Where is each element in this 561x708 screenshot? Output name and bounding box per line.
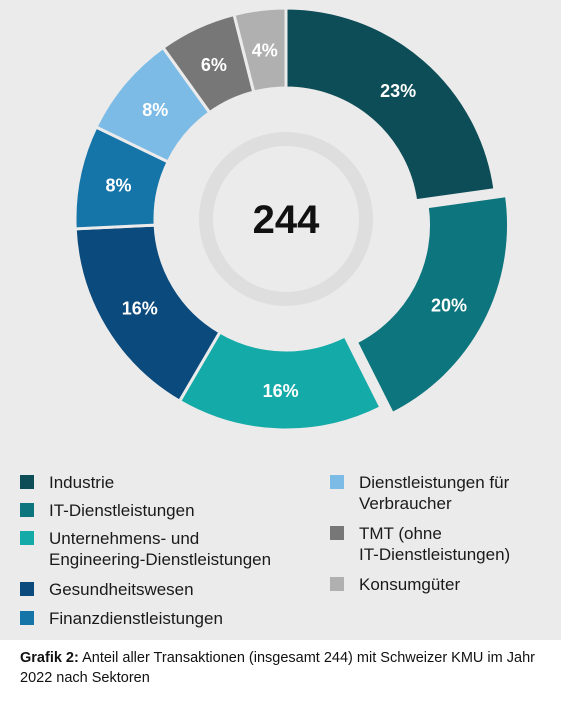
legend-swatch <box>330 475 344 489</box>
legend-swatch <box>20 582 34 596</box>
legend-label: Gesundheitswesen <box>49 580 194 599</box>
slice-konsumgüter <box>232 6 288 94</box>
legend-label: Finanzdienstleistungen <box>49 609 223 628</box>
legend-label: Unternehmens- und Engineering-Dienstleis… <box>49 529 272 569</box>
legend-label: IT-Dienstleistungen <box>49 501 195 520</box>
legend-item-it-dienstleistungen: IT-Dienstleistungen <box>20 500 195 521</box>
legend-swatch <box>20 611 34 625</box>
legend: Industrie IT-Dienstleistungen Unternehmens… <box>0 466 561 636</box>
slice-it-dienstleistungen <box>354 193 510 416</box>
labels-layer: 23% 20% 16% 16% 8% 8% 6% 4% <box>105 40 467 401</box>
figure-caption: Grafik 2: Anteil aller Transaktionen (in… <box>20 648 550 688</box>
legend-label: Konsumgüter <box>359 575 461 594</box>
legend-swatch <box>330 577 344 591</box>
caption-label: Grafik 2: <box>20 650 79 666</box>
legend-item-tmt-ohne-it-dienstleistungen: TMT (ohne IT-Dienstleistungen) <box>330 523 510 565</box>
slice-label-konsumgüter: 4% <box>252 40 278 60</box>
legend-swatch <box>20 531 34 545</box>
inner-ring <box>199 132 373 306</box>
slice-label-industrie: 23% <box>380 81 416 101</box>
legend-item-gesundheitswesen: Gesundheitswesen <box>20 579 194 600</box>
legend-item-unternehmens-und-engineering-dienstleistungen: Unternehmens- und Engineering-Dienstleis… <box>20 528 271 570</box>
slice-label-gesundheitswesen: 16% <box>122 299 158 319</box>
legend-swatch <box>20 503 34 517</box>
figure-panel: 23% 20% 16% 16% 8% 8% 6% 4% 244 Industrie IT-Die… <box>0 0 561 640</box>
caption-text: Anteil aller Transaktionen (insgesamt 24… <box>20 650 535 686</box>
slice-industrie <box>284 6 497 203</box>
legend-item-konsumgüter: Konsumgüter <box>330 574 460 595</box>
slices-layer <box>73 6 510 432</box>
slice-label-dienstleistungen-für-verbraucher: 8% <box>142 100 168 120</box>
legend-swatch <box>20 475 34 489</box>
legend-label: Industrie <box>49 473 115 492</box>
slice-label-finanzdienstleistungen: 8% <box>105 176 131 196</box>
legend-item-dienstleistungen-für-verbraucher: Dienstleistungen für Verbraucher <box>330 472 509 514</box>
legend-item-finanzdienstleistungen: Finanzdienstleistungen <box>20 608 223 629</box>
slice-label-unternehmens-und-engineering-dienstleistungen: 16% <box>263 381 299 401</box>
legend-item-industrie: Industrie <box>20 472 114 493</box>
legend-swatch <box>330 526 344 540</box>
slice-label-tmt-ohne-it-dienstleistungen: 6% <box>201 55 227 75</box>
legend-label: TMT (ohne IT-Dienstleistungen) <box>359 524 511 564</box>
slice-label-it-dienstleistungen: 20% <box>431 295 467 315</box>
donut-chart: 23% 20% 16% 16% 8% 8% 6% 4% 244 <box>73 6 510 432</box>
legend-label: Dienstleistungen für Verbraucher <box>359 473 510 513</box>
center-total-label: 244 <box>253 198 320 242</box>
